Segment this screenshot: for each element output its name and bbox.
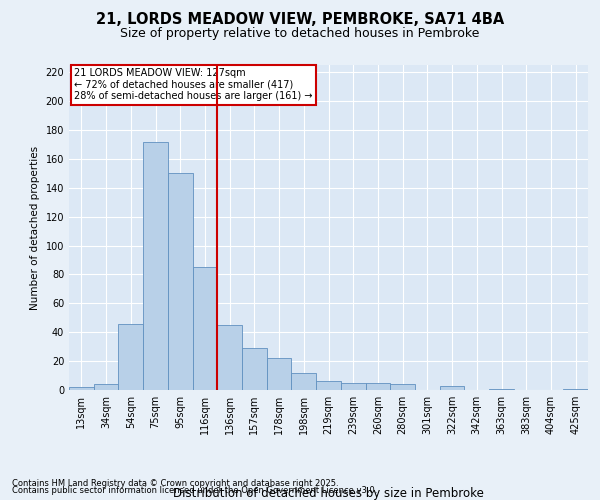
Bar [341, 383, 365, 390]
Text: Size of property relative to detached houses in Pembroke: Size of property relative to detached ho… [121, 28, 479, 40]
Text: Contains HM Land Registry data © Crown copyright and database right 2025.: Contains HM Land Registry data © Crown c… [12, 478, 338, 488]
Text: 21 LORDS MEADOW VIEW: 127sqm
← 72% of detached houses are smaller (417)
28% of s: 21 LORDS MEADOW VIEW: 127sqm ← 72% of de… [74, 68, 313, 102]
Bar [440, 386, 464, 390]
Bar [168, 174, 193, 390]
Bar [69, 387, 94, 390]
Bar [292, 372, 316, 390]
Bar [193, 267, 217, 390]
Bar [94, 384, 118, 390]
Bar [365, 383, 390, 390]
Bar [143, 142, 168, 390]
Bar [118, 324, 143, 390]
Text: Contains public sector information licensed under the Open Government Licence v3: Contains public sector information licen… [12, 486, 377, 495]
Bar [316, 382, 341, 390]
Bar [267, 358, 292, 390]
Bar [489, 388, 514, 390]
Bar [390, 384, 415, 390]
Bar [242, 348, 267, 390]
X-axis label: Distribution of detached houses by size in Pembroke: Distribution of detached houses by size … [173, 487, 484, 500]
Bar [563, 388, 588, 390]
Text: 21, LORDS MEADOW VIEW, PEMBROKE, SA71 4BA: 21, LORDS MEADOW VIEW, PEMBROKE, SA71 4B… [96, 12, 504, 28]
Y-axis label: Number of detached properties: Number of detached properties [30, 146, 40, 310]
Bar [217, 325, 242, 390]
